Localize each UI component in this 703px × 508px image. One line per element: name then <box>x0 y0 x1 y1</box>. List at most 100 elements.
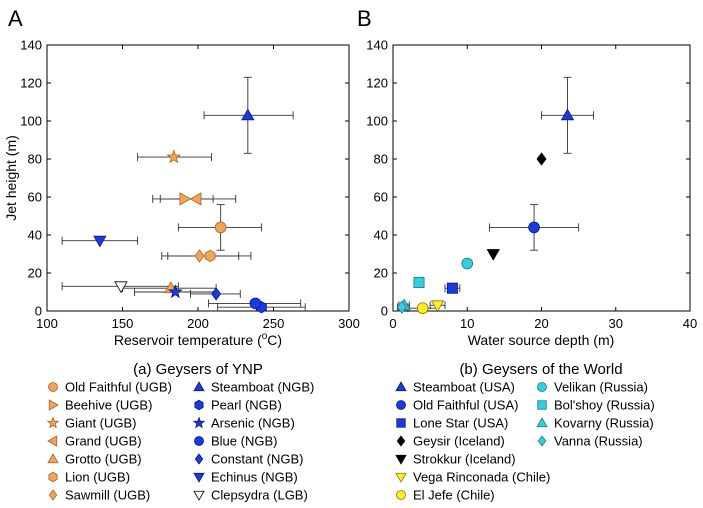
panel-b-errorbars <box>397 76 594 313</box>
legend-item-vanna-russia: Vanna (Russia) <box>537 434 643 449</box>
point-arsenic-ngb <box>167 284 183 299</box>
legend-label: Sawmill (UGB) <box>65 488 150 503</box>
panel-a-ylabel: Jet height (m) <box>3 135 19 221</box>
legend-item-el-jefe-chile: El Jefe (Chile) <box>396 488 495 503</box>
legend-label: Kovarny (Russia) <box>554 416 654 431</box>
legend-item-giant-ugb: Giant (UGB) <box>46 416 137 431</box>
legend-marker-grotto-ugb <box>47 453 59 464</box>
point-steamboat-usa <box>560 108 575 121</box>
legend-label: Grand (UGB) <box>65 434 142 449</box>
point-beehive-ugb <box>179 192 192 206</box>
legend-marker-old-faithful-usa <box>396 400 406 410</box>
legend-item-constant-ngb: Constant (NGB) <box>194 452 303 467</box>
point-velikan-russia <box>461 257 474 270</box>
panel-b-ytick-label: 40 <box>374 228 388 243</box>
point-bol-shoy-russia <box>413 276 425 288</box>
legend-marker-steamboat-usa <box>395 381 407 392</box>
panel-b-ytick-label: 0 <box>381 304 388 319</box>
legend-label: Constant (NGB) <box>211 452 303 467</box>
legend-marker-pearl-ngb <box>194 399 204 411</box>
panel-b-xtick-label: 40 <box>683 316 697 331</box>
point-vanna-russia <box>396 300 407 314</box>
legend-label: Old Faithful (USA) <box>413 398 518 413</box>
legend-marker-grand-ugb <box>47 435 58 447</box>
legend-marker-geysir-iceland <box>396 435 406 447</box>
point-old-faithful-ugb <box>214 221 227 234</box>
point-blue-ngb <box>249 297 262 310</box>
legend-label: Velikan (Russia) <box>554 380 648 395</box>
panel-b-points <box>396 108 575 314</box>
legend-item-vega-rinconada-chile: Vega Rinconada (Chile) <box>395 470 550 485</box>
panel-a-ytick-label: 80 <box>28 152 42 167</box>
legend-label: Vanna (Russia) <box>554 434 643 449</box>
panel-b-xlabel: Water source depth (m) <box>468 332 615 348</box>
panel-a-xtick-label: 250 <box>263 316 285 331</box>
point-vega-rinconada-chile <box>430 300 445 313</box>
panel-b-axes-frame <box>392 44 691 312</box>
legend-item-kovarny-russia: Kovarny (Russia) <box>536 416 654 431</box>
legend-marker-echinus-ngb <box>193 472 205 483</box>
legend-label: Beehive (UGB) <box>65 398 152 413</box>
legend-marker-kovarny-russia <box>536 417 548 428</box>
legend-item-clepsydra-lgb: Clepsydra (LGB) <box>193 488 308 503</box>
panel-a-xtick-label: 150 <box>112 316 134 331</box>
legend-label: Blue (NGB) <box>211 434 277 449</box>
legend-item-steamboat-ngb: Steamboat (NGB) <box>193 380 314 395</box>
point-constant-ngb <box>211 287 222 301</box>
legend-marker-sawmill-ugb <box>48 489 58 501</box>
legend-item-old-faithful-usa: Old Faithful (USA) <box>396 398 518 413</box>
panel-a-ytick-label: 20 <box>28 266 42 281</box>
panel-a-ytick-label: 40 <box>28 228 42 243</box>
legend-label: Giant (UGB) <box>65 416 137 431</box>
panel-b-ytick-label: 20 <box>374 266 388 281</box>
legend-label: Vega Rinconada (Chile) <box>413 470 550 485</box>
legend-item-beehive-ugb: Beehive (UGB) <box>48 398 152 413</box>
panel-a-ytick-label: 0 <box>35 304 42 319</box>
legend-label: Arsenic (NGB) <box>211 416 295 431</box>
legend-item-lone-star-usa: Lone Star (USA) <box>396 416 508 431</box>
panel-a-xtick-label: 300 <box>338 316 360 331</box>
legend-marker-blue-ngb <box>194 436 204 446</box>
panel-a-points <box>93 108 267 314</box>
legend-marker-lion-ugb <box>48 471 58 483</box>
legend-label: Steamboat (NGB) <box>211 380 314 395</box>
legend-item-arsenic-ngb: Arsenic (NGB) <box>192 416 295 431</box>
legend-item-grand-ugb: Grand (UGB) <box>47 434 142 449</box>
legend-label: Lion (UGB) <box>65 470 130 485</box>
legend-marker-el-jefe-chile <box>396 490 406 500</box>
legend-item-echinus-ngb: Echinus (NGB) <box>193 470 298 485</box>
panel-b-xtick-label: 30 <box>609 316 623 331</box>
panel-a-xtick-label: 200 <box>187 316 209 331</box>
point-strokkur-iceland <box>486 249 500 261</box>
legend-label: Geysir (Iceland) <box>413 434 505 449</box>
point-echinus-ngb <box>93 235 107 248</box>
legend-marker-arsenic-ngb <box>192 416 206 429</box>
legend-label: Pearl (NGB) <box>211 398 282 413</box>
legend-marker-lone-star-usa <box>396 418 406 428</box>
panel-b-caption: (b) Geysers of the World <box>459 361 622 378</box>
legend-label: Strokkur (Iceland) <box>413 452 516 467</box>
point-steamboat-ngb <box>241 108 255 121</box>
legend-label: Echinus (NGB) <box>211 470 298 485</box>
legend-item-geysir-iceland: Geysir (Iceland) <box>396 434 505 449</box>
panel-a-axes-frame <box>46 44 350 312</box>
point-lion-ugb <box>204 249 216 263</box>
point-old-faithful-usa <box>528 221 540 234</box>
legend-marker-constant-ngb <box>194 453 204 465</box>
legend-label: El Jefe (Chile) <box>413 488 495 503</box>
panel-b-letter: B <box>357 6 372 31</box>
legend-marker-strokkur-iceland <box>395 454 407 465</box>
legend-marker-steamboat-ngb <box>193 381 205 392</box>
panel-a-xtick-label: 100 <box>36 316 58 331</box>
panel-b-xtick-label: 10 <box>460 316 474 331</box>
legend-item-blue-ngb: Blue (NGB) <box>194 434 277 449</box>
legend-item-sawmill-ugb: Sawmill (UGB) <box>48 488 150 503</box>
panel-b: B 0 10 20 30 40 0 20 40 60 80 100 120 140 Water sour… <box>357 6 697 503</box>
panel-a-legend: Old Faithful (UGB) Beehive (UGB) Giant (UG… <box>46 380 314 503</box>
legend-marker-giant-ugb <box>46 416 60 429</box>
legend-item-grotto-ugb: Grotto (UGB) <box>47 452 142 467</box>
panel-a-letter: A <box>8 6 23 31</box>
legend-item-pearl-ngb: Pearl (NGB) <box>194 398 282 413</box>
legend-item-old-faithful-ugb: Old Faithful (UGB) <box>48 380 172 395</box>
